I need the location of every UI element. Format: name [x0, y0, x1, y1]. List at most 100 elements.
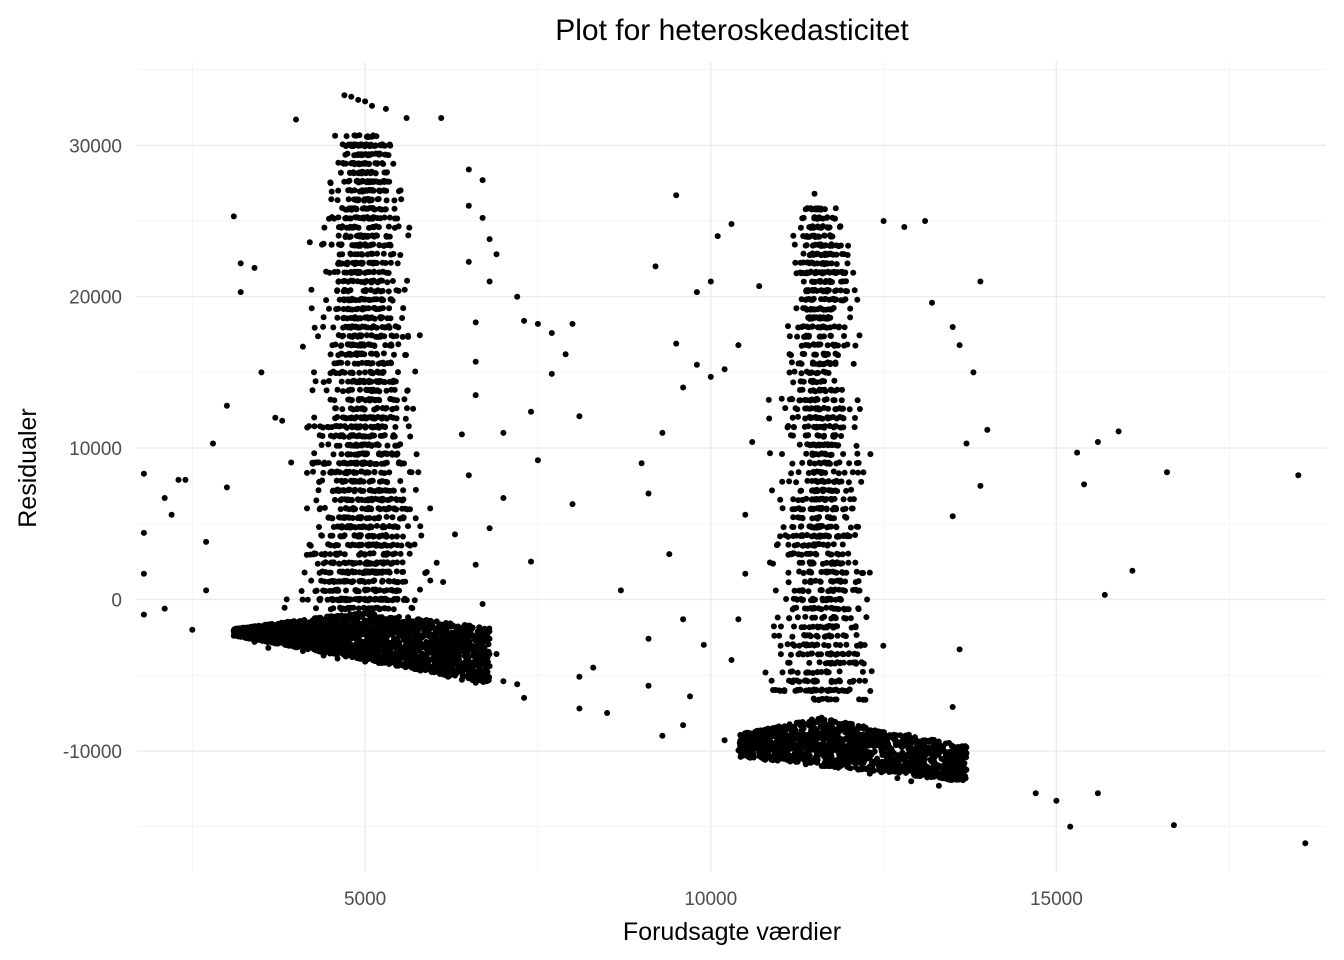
data-point [368, 442, 375, 449]
data-point [373, 133, 380, 140]
data-point [353, 132, 359, 139]
data-point [336, 514, 342, 521]
data-point [792, 259, 799, 266]
data-point [353, 232, 360, 239]
data-point [429, 650, 436, 657]
data-point [391, 205, 398, 212]
data-point [835, 470, 842, 477]
data-point [326, 578, 333, 585]
data-point [475, 663, 482, 670]
data-point [845, 242, 852, 249]
data-point [345, 196, 352, 203]
data-point [325, 615, 332, 622]
data-point [359, 260, 365, 267]
data-point [410, 405, 417, 412]
data-point [343, 287, 350, 294]
data-point [358, 342, 364, 349]
data-point [443, 657, 449, 664]
data-point [840, 632, 847, 639]
data-point [362, 423, 369, 430]
data-point [721, 737, 728, 744]
data-point [812, 577, 819, 584]
data-point [370, 269, 377, 276]
data-point [359, 296, 366, 303]
data-point [785, 569, 792, 576]
data-point [368, 197, 375, 204]
data-point [374, 487, 381, 494]
data-point [693, 289, 700, 296]
data-point [843, 641, 850, 648]
data-point [471, 645, 478, 652]
data-point [349, 306, 356, 313]
data-point [830, 468, 837, 475]
data-point [386, 578, 393, 585]
data-point [343, 133, 350, 140]
data-point [338, 359, 345, 366]
data-point [250, 625, 257, 632]
data-point [335, 214, 342, 221]
data-point [847, 305, 854, 312]
data-point [360, 570, 367, 577]
data-point [795, 413, 801, 420]
data-point [794, 406, 801, 413]
data-point [346, 215, 353, 222]
data-point [809, 323, 815, 330]
data-point [604, 710, 611, 716]
data-point [356, 161, 363, 168]
data-point [323, 387, 330, 394]
data-point [364, 561, 371, 567]
data-point [387, 315, 394, 322]
data-point [335, 643, 342, 650]
data-point [317, 423, 324, 430]
data-point [825, 541, 832, 548]
data-point [344, 618, 351, 625]
data-point [790, 232, 797, 239]
data-point [342, 143, 349, 149]
data-point [798, 523, 805, 530]
data-point [310, 468, 316, 475]
data-point [486, 651, 493, 658]
data-point [832, 569, 838, 576]
data-point [235, 632, 242, 639]
data-point [469, 669, 476, 676]
data-point [841, 333, 847, 339]
data-point [821, 568, 828, 575]
data-point [357, 386, 363, 393]
data-point [386, 214, 393, 221]
data-point [383, 643, 390, 649]
data-point [309, 459, 316, 466]
data-point [362, 269, 369, 276]
data-point [804, 342, 811, 349]
data-point [852, 579, 859, 586]
data-point [373, 634, 380, 641]
data-point [777, 651, 784, 658]
data-point [493, 651, 500, 657]
data-point [338, 524, 345, 531]
data-point [348, 633, 355, 640]
data-point [320, 560, 327, 567]
data-point [330, 324, 337, 331]
data-point [365, 341, 372, 348]
data-point [345, 341, 352, 348]
data-point [362, 369, 368, 376]
data-point [839, 560, 846, 567]
data-point [355, 169, 362, 176]
data-point [384, 487, 391, 494]
data-point [430, 631, 437, 638]
data-point [346, 433, 353, 440]
data-point [287, 628, 294, 635]
data-point [486, 236, 493, 243]
data-point [374, 250, 381, 257]
data-point [331, 635, 337, 642]
data-point [843, 278, 849, 285]
data-point [336, 442, 343, 449]
data-point [478, 647, 485, 654]
data-point [405, 640, 412, 647]
data-point [386, 469, 393, 476]
data-point [484, 664, 491, 671]
data-point [346, 396, 353, 403]
data-point [344, 306, 351, 313]
data-point [295, 643, 302, 650]
data-point [381, 587, 388, 594]
data-point [949, 513, 956, 520]
